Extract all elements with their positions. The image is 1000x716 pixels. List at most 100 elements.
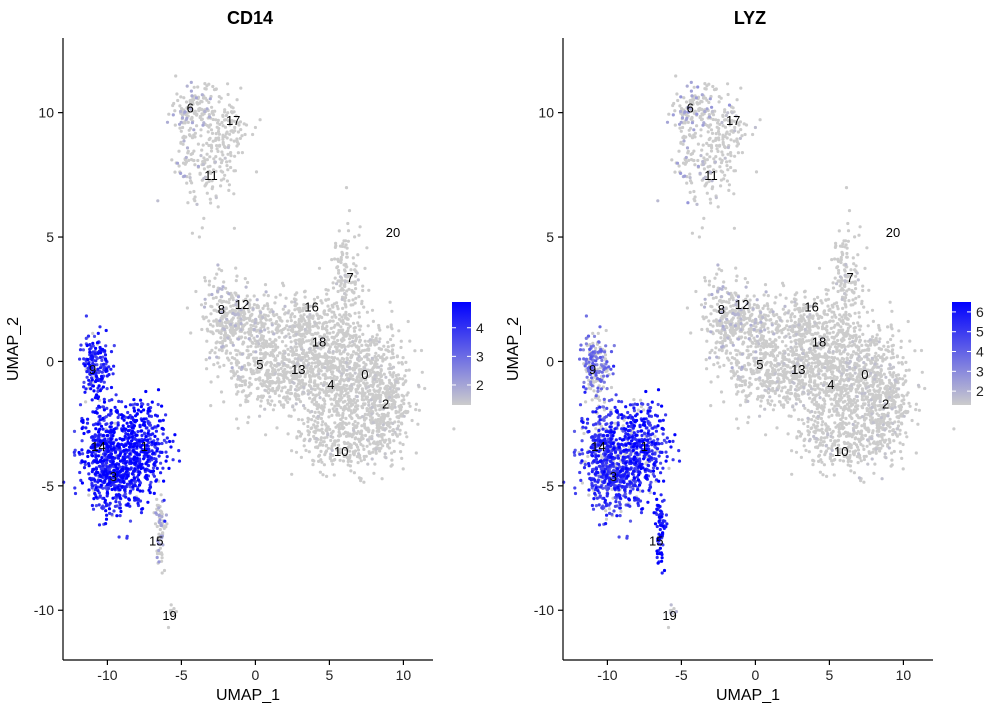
cell-point <box>197 108 200 111</box>
cell-point <box>710 146 713 149</box>
cell-point <box>267 391 270 394</box>
cell-point <box>195 203 198 206</box>
panel-title: LYZ <box>734 8 766 28</box>
cell-point <box>354 436 357 439</box>
cell-point <box>310 418 313 421</box>
cell-point <box>172 458 175 461</box>
cell-point <box>191 121 194 124</box>
cell-point <box>137 409 140 412</box>
cell-point <box>218 145 221 148</box>
legend-tick-label: 4 <box>476 320 484 336</box>
cell-point <box>129 467 132 470</box>
cell-point <box>310 365 313 368</box>
cell-point <box>388 426 391 429</box>
cell-point <box>319 450 322 453</box>
cell-point <box>848 313 851 316</box>
cell-point <box>194 110 197 113</box>
cell-point <box>348 337 351 340</box>
cell-point <box>743 122 746 125</box>
cell-point <box>384 358 387 361</box>
cell-point <box>88 464 91 467</box>
cell-point <box>402 398 405 401</box>
cell-point <box>333 421 336 424</box>
cell-point <box>138 465 141 468</box>
cell-point <box>298 307 301 310</box>
cell-point <box>174 74 177 77</box>
cell-point <box>390 452 393 455</box>
cell-point <box>117 400 120 403</box>
cell-point <box>344 296 347 299</box>
cell-point <box>86 418 89 421</box>
cell-point <box>363 402 366 405</box>
cell-point <box>206 192 209 195</box>
cell-point <box>114 465 117 468</box>
cell-point <box>346 222 349 225</box>
cell-point <box>82 357 85 360</box>
cell-point <box>218 319 221 322</box>
cell-point <box>288 397 291 400</box>
cell-point <box>350 409 353 412</box>
cell-point <box>351 340 354 343</box>
cell-point <box>94 352 97 355</box>
cell-point <box>322 384 325 387</box>
cell-point <box>345 186 348 189</box>
cell-point <box>351 367 354 370</box>
cell-point <box>177 449 180 452</box>
cell-point <box>379 417 382 420</box>
cell-point <box>298 430 301 433</box>
cell-point <box>133 476 136 479</box>
cell-point <box>332 281 335 284</box>
cell-point <box>98 428 101 431</box>
cell-point <box>209 330 212 333</box>
cell-point <box>282 372 285 375</box>
cell-point <box>339 362 342 365</box>
cell-point <box>709 198 712 201</box>
cell-point <box>237 338 240 341</box>
cell-point <box>408 369 411 372</box>
cell-point <box>97 454 100 457</box>
cell-point <box>203 160 206 163</box>
cell-point <box>120 486 123 489</box>
cell-point <box>83 391 86 394</box>
cell-point <box>386 325 389 328</box>
cell-point <box>677 150 680 153</box>
cell-point <box>101 377 104 380</box>
cell-point <box>209 198 212 201</box>
cell-point <box>124 496 127 499</box>
cell-point <box>852 256 855 259</box>
cell-point <box>218 100 221 103</box>
cell-point <box>684 121 687 124</box>
cell-point <box>129 445 132 448</box>
cell-point <box>234 267 237 270</box>
cell-point <box>279 373 282 376</box>
cell-point <box>338 370 341 373</box>
cell-point <box>414 408 417 411</box>
cell-point <box>398 433 401 436</box>
cell-point <box>189 134 192 137</box>
cell-point <box>81 439 84 442</box>
cell-point <box>333 336 336 339</box>
cell-point <box>126 433 129 436</box>
cell-point <box>349 360 352 363</box>
cell-point <box>273 404 276 407</box>
cell-point <box>327 350 330 353</box>
cell-point <box>302 422 305 425</box>
cell-point <box>403 411 406 414</box>
cell-point <box>356 358 359 361</box>
cell-point <box>374 338 377 341</box>
cell-point <box>78 358 81 361</box>
cell-point <box>135 419 138 422</box>
cell-point <box>383 428 386 431</box>
cell-point <box>389 338 392 341</box>
cell-point <box>345 317 348 320</box>
cell-point <box>280 320 283 323</box>
cell-point <box>209 201 212 204</box>
cell-point <box>352 256 355 259</box>
cell-point <box>331 316 334 319</box>
cell-point <box>348 405 351 408</box>
cell-point <box>316 361 319 364</box>
cell-point <box>346 329 349 332</box>
cell-point <box>106 491 109 494</box>
cell-point <box>259 118 262 121</box>
cell-point <box>110 430 113 433</box>
